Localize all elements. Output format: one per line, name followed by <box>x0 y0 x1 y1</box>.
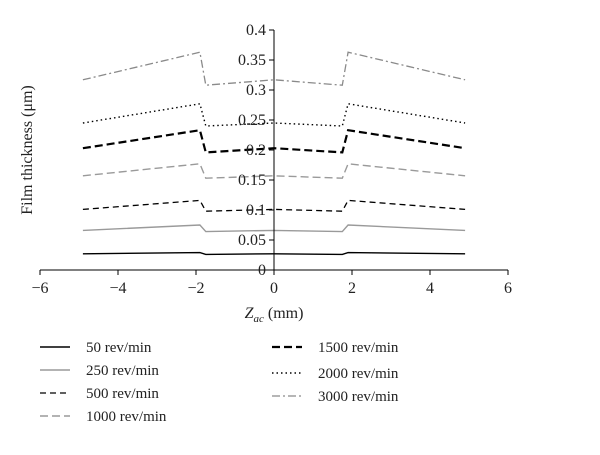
y-tick-label: 0.1 <box>246 202 266 219</box>
ticks: −6 −4 −2 0 2 4 6 0 0.05 0.1 0.15 0.2 0.25 0.3 0.35 0.4 <box>31 22 512 297</box>
y-tick-label: 0.35 <box>238 52 266 69</box>
x-tick-label: 2 <box>348 280 356 297</box>
x-axis-label: Zac (mm) <box>245 305 304 325</box>
y-tick-label: 0.05 <box>238 232 266 249</box>
x-axis-label-var: Z <box>245 305 255 322</box>
series-line-7 <box>82 51 466 86</box>
legend-label-5: 1500 rev/min <box>318 340 399 356</box>
legend-label-2: 250 rev/min <box>86 363 159 379</box>
x-tick-label: −2 <box>187 280 204 297</box>
x-tick-label: 6 <box>504 280 512 297</box>
legend: 50 rev/min 250 rev/min 500 rev/min 1000 rev… <box>40 340 399 425</box>
y-tick-label: 0.4 <box>246 22 266 39</box>
legend-label-7: 3000 rev/min <box>318 389 399 405</box>
y-tick-label: 0 <box>258 262 266 279</box>
x-axis-label-subscript: ac <box>253 313 264 325</box>
y-tick-label: 0.2 <box>246 142 266 159</box>
x-tick-label: −6 <box>31 280 48 297</box>
legend-label-1: 50 rev/min <box>86 340 152 356</box>
y-tick-label: 0.25 <box>238 112 266 129</box>
y-tick-label: 0.15 <box>238 172 266 189</box>
legend-label-4: 1000 rev/min <box>86 409 167 425</box>
legend-label-6: 2000 rev/min <box>318 366 399 382</box>
x-tick-label: 0 <box>270 280 278 297</box>
y-axis-label: Film thickness (μm) <box>19 85 36 214</box>
x-tick-label: 4 <box>426 280 434 297</box>
legend-label-3: 500 rev/min <box>86 386 159 402</box>
x-axis-label-unit: (mm) <box>268 305 304 322</box>
y-tick-label: 0.3 <box>246 82 266 99</box>
x-tick-label: −4 <box>109 280 126 297</box>
